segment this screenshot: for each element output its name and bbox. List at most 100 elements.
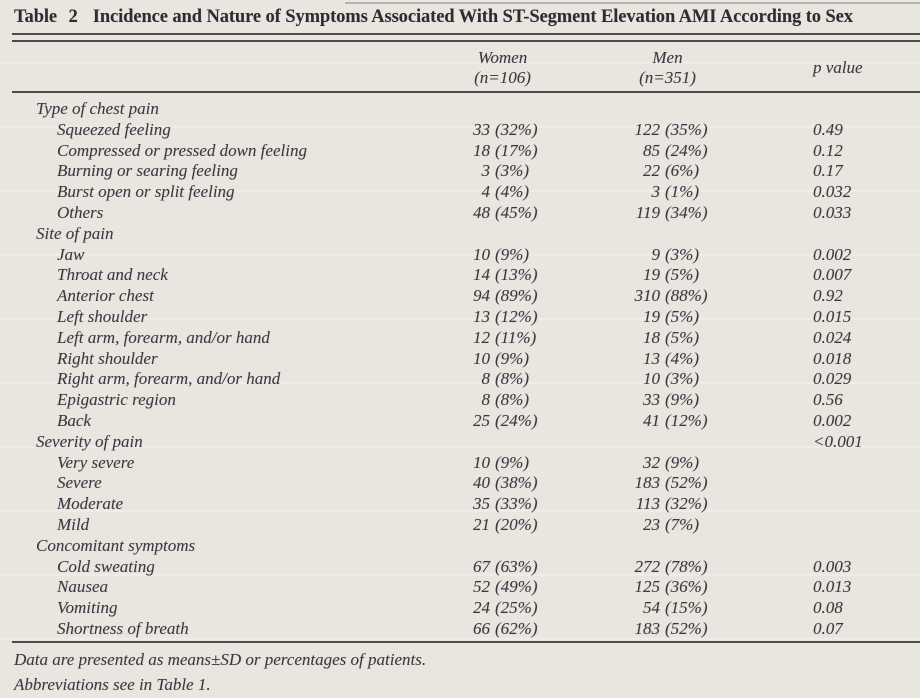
p-value — [760, 515, 920, 536]
women-cell: 4 (4%) — [430, 182, 575, 203]
women-percent: (45%) — [495, 202, 538, 222]
table-row: Compressed or pressed down feeling 18 (1… — [0, 141, 920, 162]
men-count: 9 — [651, 244, 661, 264]
women-cell: 14 (13%) — [430, 265, 575, 286]
row-label: Site of pain — [36, 223, 114, 243]
row-label: Jaw — [57, 244, 85, 264]
table-row: Type of chest pain — [0, 99, 920, 120]
men-count — [575, 224, 660, 245]
p-value — [760, 536, 920, 557]
p-value: 0.08 — [813, 598, 843, 618]
p-value: 0.033 — [813, 202, 852, 222]
women-percent: (49%) — [495, 577, 538, 597]
p-value: 0.003 — [813, 556, 852, 576]
p-value: 0.92 — [813, 286, 843, 306]
women-percent: (17%) — [495, 140, 538, 160]
men-cell: 113 (32%) — [575, 494, 760, 515]
women-cell: 8 (8%) — [430, 369, 575, 390]
men-count: 22 — [643, 161, 660, 181]
men-cell: 18 (5%) — [575, 328, 760, 349]
table-row: Others 48 (45%) 119 (34%) 0.033 — [0, 203, 920, 224]
men-percent: (36%) — [665, 577, 708, 597]
women-cell: 25 (24%) — [430, 411, 575, 432]
women-percent: (8%) — [495, 369, 529, 389]
men-cell: 54 (15%) — [575, 598, 760, 619]
row-label: Severe — [57, 473, 102, 493]
women-count: 18 — [473, 140, 490, 160]
women-column-label: Women — [477, 48, 528, 67]
women-percent: (38%) — [495, 473, 538, 493]
women-count: 25 — [473, 410, 490, 430]
women-cell — [430, 432, 575, 453]
men-count: 85 — [643, 140, 660, 160]
men-percent: (6%) — [665, 161, 699, 181]
women-percent: (13%) — [495, 265, 538, 285]
women-percent: (25%) — [495, 598, 538, 618]
men-cell: 10 (3%) — [575, 369, 760, 390]
footer-rule — [12, 641, 920, 644]
table-row: Epigastric region 8 (8%) 33 (9%) 0.56 — [0, 390, 920, 411]
p-value: 0.002 — [813, 410, 852, 430]
women-cell: 8 (8%) — [430, 390, 575, 411]
men-percent: (9%) — [665, 452, 699, 472]
women-percent: (63%) — [495, 556, 538, 576]
row-label: Cold sweating — [57, 556, 155, 576]
women-percent: (32%) — [495, 119, 538, 139]
men-column-label: Men — [652, 48, 683, 67]
women-count: 40 — [473, 473, 490, 493]
row-label: Epigastric region — [57, 390, 176, 410]
row-label: Squeezed feeling — [57, 119, 171, 139]
women-count — [430, 224, 490, 245]
women-count: 10 — [473, 452, 490, 472]
women-count: 67 — [473, 556, 490, 576]
men-cell — [575, 224, 760, 245]
table-row: Squeezed feeling 33 (32%) 122 (35%) 0.49 — [0, 120, 920, 141]
table-row: Shortness of breath 66 (62%) 183 (52%) 0… — [0, 619, 920, 640]
women-count: 10 — [473, 348, 490, 368]
men-count: 13 — [643, 348, 660, 368]
table-row: Nausea 52 (49%) 125 (36%) 0.013 — [0, 577, 920, 598]
row-label: Severity of pain — [36, 431, 143, 451]
men-cell — [575, 99, 760, 120]
women-count: 48 — [473, 202, 490, 222]
women-percent: (3%) — [495, 161, 529, 181]
women-count: 4 — [481, 182, 491, 202]
men-count: 19 — [643, 265, 660, 285]
women-count: 10 — [473, 244, 490, 264]
men-count: 32 — [643, 452, 660, 472]
men-cell: 9 (3%) — [575, 245, 760, 266]
p-value: 0.029 — [813, 369, 852, 389]
table-row: Left shoulder 13 (12%) 19 (5%) 0.015 — [0, 307, 920, 328]
women-count: 13 — [473, 306, 490, 326]
table-row: Jaw 10 (9%) 9 (3%) 0.002 — [0, 245, 920, 266]
women-cell: 12 (11%) — [430, 328, 575, 349]
men-percent: (3%) — [665, 369, 699, 389]
table-row: Burst open or split feeling 4 (4%) 3 (1%… — [0, 182, 920, 203]
p-value: 0.49 — [813, 119, 843, 139]
table-row: Right arm, forearm, and/or hand 8 (8%) 1… — [0, 369, 920, 390]
men-percent: (52%) — [665, 618, 708, 638]
p-value — [760, 453, 920, 474]
table-header-row: Women (n=106) Men (n=351) p value — [0, 45, 920, 91]
row-label: Right arm, forearm, and/or hand — [57, 369, 281, 389]
men-cell: 32 (9%) — [575, 453, 760, 474]
p-value: 0.024 — [813, 327, 852, 347]
men-cell: 3 (1%) — [575, 182, 760, 203]
row-label: Left arm, forearm, and/or hand — [57, 327, 270, 347]
women-percent: (33%) — [495, 494, 538, 514]
row-label: Shortness of breath — [57, 618, 189, 638]
row-label: Burning or searing feeling — [57, 161, 238, 181]
row-label: Very severe — [57, 452, 135, 472]
row-label: Moderate — [57, 494, 124, 514]
men-percent: (5%) — [665, 265, 699, 285]
footnote-abbreviations: Abbreviations see in Table 1. — [14, 674, 211, 694]
table-row: Moderate 35 (33%) 113 (32%) — [0, 494, 920, 515]
women-cell — [430, 224, 575, 245]
men-count — [575, 536, 660, 557]
men-percent: (15%) — [665, 598, 708, 618]
men-cell: 33 (9%) — [575, 390, 760, 411]
row-label: Type of chest pain — [36, 99, 159, 118]
women-percent: (8%) — [495, 390, 529, 410]
row-label: Vomiting — [57, 598, 118, 618]
